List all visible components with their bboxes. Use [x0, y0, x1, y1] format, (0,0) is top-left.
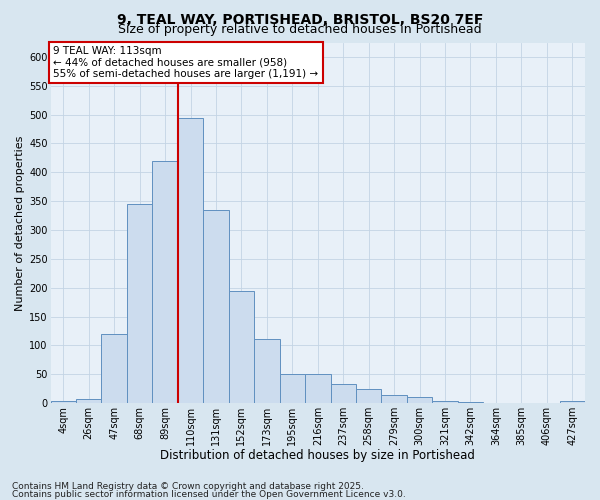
Bar	[50, 401, 76, 403]
Bar	[101, 334, 127, 403]
Text: Contains HM Land Registry data © Crown copyright and database right 2025.: Contains HM Land Registry data © Crown c…	[12, 482, 364, 491]
Bar	[407, 398, 433, 403]
Bar	[433, 402, 458, 403]
Bar	[560, 401, 585, 403]
Bar	[483, 402, 509, 403]
Bar	[509, 402, 534, 403]
Bar	[305, 374, 331, 403]
X-axis label: Distribution of detached houses by size in Portishead: Distribution of detached houses by size …	[160, 450, 475, 462]
Bar	[152, 161, 178, 403]
Bar	[127, 204, 152, 403]
Bar	[458, 402, 483, 403]
Bar	[331, 384, 356, 403]
Text: 9, TEAL WAY, PORTISHEAD, BRISTOL, BS20 7EF: 9, TEAL WAY, PORTISHEAD, BRISTOL, BS20 7…	[117, 12, 483, 26]
Bar	[203, 210, 229, 403]
Bar	[534, 402, 560, 403]
Text: Contains public sector information licensed under the Open Government Licence v3: Contains public sector information licen…	[12, 490, 406, 499]
Text: 9 TEAL WAY: 113sqm
← 44% of detached houses are smaller (958)
55% of semi-detach: 9 TEAL WAY: 113sqm ← 44% of detached hou…	[53, 46, 319, 80]
Bar	[356, 389, 382, 403]
Bar	[229, 290, 254, 403]
Text: Size of property relative to detached houses in Portishead: Size of property relative to detached ho…	[118, 22, 482, 36]
Bar	[76, 398, 101, 403]
Y-axis label: Number of detached properties: Number of detached properties	[15, 135, 25, 310]
Bar	[178, 118, 203, 403]
Bar	[382, 394, 407, 403]
Bar	[254, 338, 280, 403]
Bar	[280, 374, 305, 403]
